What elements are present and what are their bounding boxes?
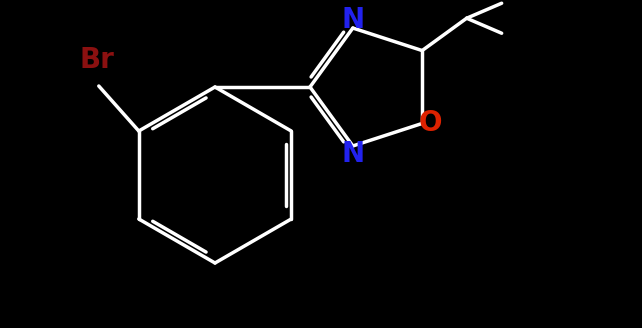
Text: O: O — [419, 110, 442, 137]
Text: Br: Br — [80, 46, 114, 74]
Text: N: N — [342, 6, 365, 34]
Text: N: N — [342, 140, 365, 168]
